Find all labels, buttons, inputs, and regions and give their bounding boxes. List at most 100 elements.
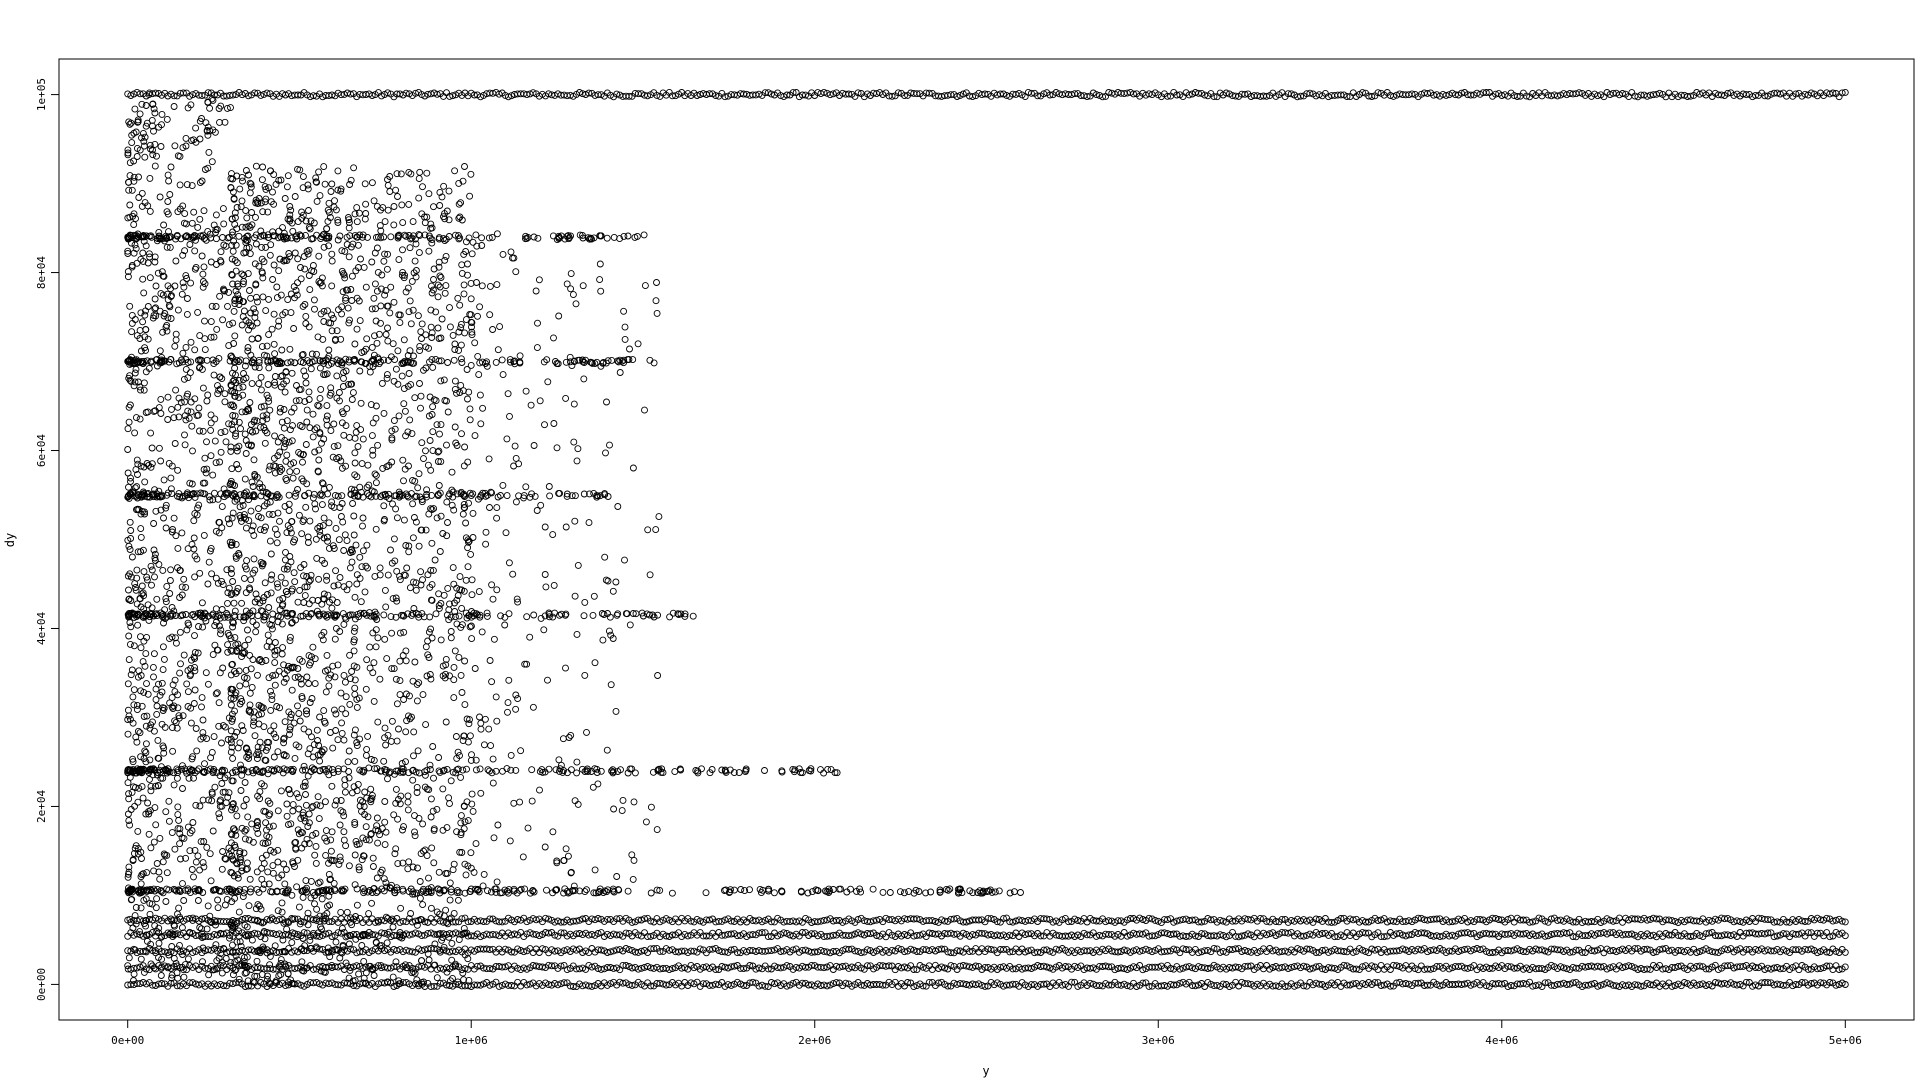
data-point	[273, 887, 281, 895]
data-point	[182, 365, 190, 373]
data-point	[284, 886, 292, 894]
data-point	[1071, 90, 1079, 98]
data-point	[264, 234, 272, 242]
data-point	[1569, 933, 1577, 940]
data-point	[1643, 92, 1651, 100]
data-point	[427, 929, 435, 937]
data-point	[167, 915, 175, 923]
data-point	[1529, 918, 1537, 926]
data-point	[204, 89, 212, 97]
data-point	[576, 89, 583, 96]
data-point	[1832, 962, 1840, 970]
data-point	[200, 531, 208, 539]
data-point	[1105, 89, 1113, 96]
data-point	[1145, 914, 1153, 922]
data-point	[125, 610, 133, 617]
data-point	[447, 888, 455, 896]
data-point	[152, 904, 160, 912]
data-point	[761, 767, 768, 774]
data-point	[956, 91, 964, 99]
data-point	[198, 599, 206, 607]
data-point	[210, 886, 218, 894]
data-point	[677, 610, 685, 618]
data-point	[1377, 916, 1385, 924]
data-point	[950, 930, 958, 938]
data-point	[299, 612, 307, 620]
data-point	[165, 177, 173, 185]
data-point	[613, 931, 621, 939]
data-point	[857, 888, 865, 896]
data-point	[426, 358, 433, 366]
data-point	[124, 680, 132, 688]
data-point	[160, 655, 168, 663]
data-point	[947, 91, 955, 99]
data-point	[1829, 89, 1837, 97]
data-point	[210, 733, 218, 741]
data-point	[594, 915, 602, 922]
data-point	[378, 929, 385, 937]
data-point	[183, 680, 191, 688]
data-point	[913, 931, 921, 939]
data-point	[1424, 89, 1431, 97]
data-point	[526, 929, 534, 937]
data-point	[1519, 930, 1527, 938]
data-point	[149, 490, 157, 498]
data-point	[1318, 930, 1326, 937]
data-point	[492, 931, 500, 939]
data-point	[1185, 91, 1193, 99]
data-point	[304, 357, 311, 365]
data-point	[1838, 89, 1846, 97]
data-point	[979, 887, 987, 895]
data-point	[778, 888, 786, 896]
data-point	[201, 490, 209, 498]
data-point	[150, 673, 157, 681]
data-point	[593, 358, 601, 366]
data-point	[581, 768, 589, 775]
data-point	[1795, 966, 1803, 974]
data-point	[424, 90, 432, 98]
data-point	[634, 931, 642, 939]
data-point	[178, 290, 186, 298]
data-point	[545, 613, 553, 621]
data-point	[1123, 916, 1131, 924]
data-point	[360, 609, 368, 617]
data-point	[297, 612, 305, 620]
data-point	[555, 767, 563, 775]
data-point	[487, 888, 495, 896]
data-point	[127, 896, 135, 904]
data-point	[666, 613, 674, 621]
data-point	[805, 767, 813, 774]
data-point	[476, 359, 484, 367]
data-point	[198, 703, 205, 711]
data-point	[988, 888, 996, 896]
data-point	[646, 611, 654, 619]
data-point	[132, 414, 140, 422]
data-point	[870, 917, 877, 925]
data-point	[1024, 930, 1032, 938]
data-point	[556, 611, 563, 619]
data-point	[1284, 929, 1292, 937]
data-point	[167, 566, 175, 574]
data-point	[596, 232, 604, 240]
data-point	[187, 398, 195, 406]
data-point	[1164, 92, 1171, 100]
data-point	[1736, 918, 1744, 926]
data-point	[1575, 89, 1583, 97]
data-point	[791, 766, 799, 774]
data-point	[879, 888, 887, 896]
data-point	[194, 852, 202, 860]
data-point	[1328, 918, 1336, 926]
data-point	[155, 560, 163, 568]
data-point	[409, 767, 417, 775]
data-point	[601, 887, 609, 895]
data-point	[574, 356, 582, 364]
data-point	[913, 915, 921, 923]
data-point	[378, 92, 385, 100]
data-point	[486, 915, 494, 923]
data-point	[640, 231, 648, 239]
data-point	[545, 90, 553, 98]
data-point	[783, 91, 791, 99]
data-point	[130, 686, 138, 694]
data-point	[647, 917, 655, 925]
